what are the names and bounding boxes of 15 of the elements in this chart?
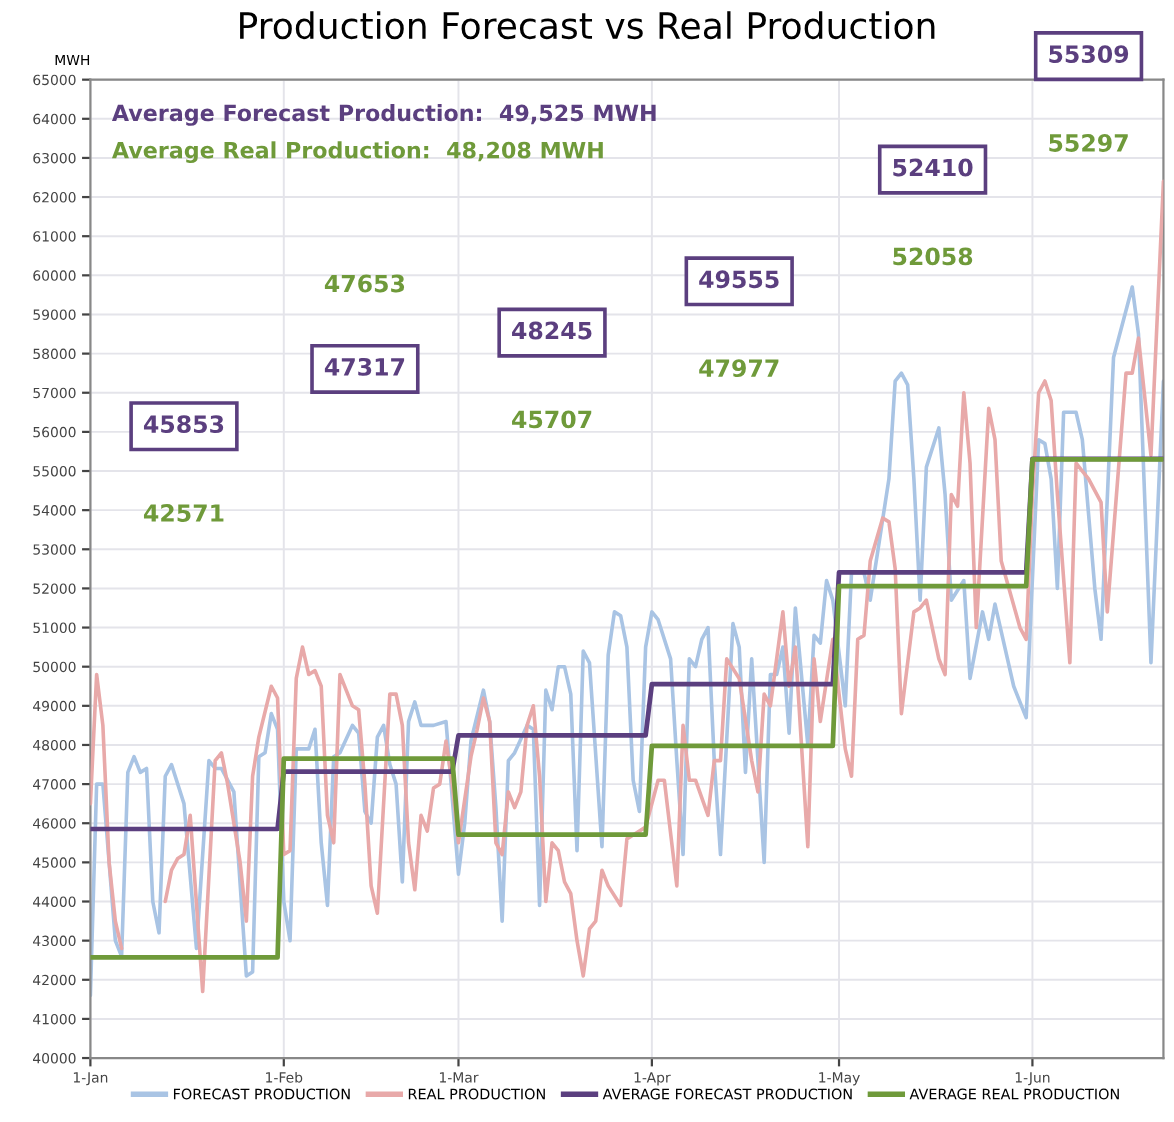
annotation: 48245 xyxy=(512,321,592,340)
annotation: 55297 xyxy=(1049,134,1128,152)
chart-title: Production Forecast vs Real Production xyxy=(240,11,935,40)
annotation: 45707 xyxy=(512,410,592,429)
annotation: Average Forecast Production: 49,525 MWH xyxy=(111,104,656,126)
annotation: 49555 xyxy=(699,270,779,289)
text: 55309 xyxy=(1049,45,1129,63)
annotation: 47317 xyxy=(324,357,405,376)
annotation: 42571 xyxy=(143,504,224,522)
annotation: 45853 xyxy=(143,415,224,434)
annotation: 47653 xyxy=(324,274,405,293)
annotation: 52410 xyxy=(893,158,973,177)
annotation: Average Real Production: 48,208 MWH xyxy=(111,141,603,163)
annotation: 47977 xyxy=(699,359,779,378)
annotation: 52058 xyxy=(893,247,973,266)
